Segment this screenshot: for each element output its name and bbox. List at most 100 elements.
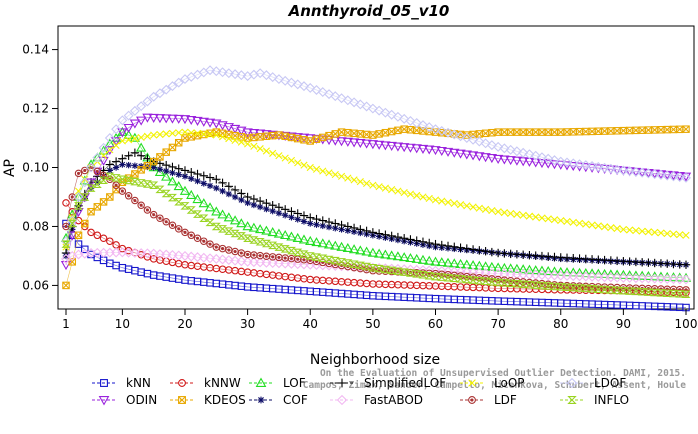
- data-point: [230, 69, 241, 80]
- data-point: [199, 214, 209, 222]
- data-point: [600, 223, 609, 231]
- data-point: [536, 265, 548, 275]
- data-point: [136, 248, 147, 259]
- data-point: [188, 175, 195, 182]
- data-point: [480, 153, 491, 163]
- data-point: [236, 218, 247, 228]
- data-point: [386, 141, 397, 151]
- data-point: [668, 289, 679, 298]
- data-point: [618, 165, 629, 176]
- data-point: [624, 270, 635, 280]
- data-point: [399, 143, 410, 153]
- data-point: [431, 239, 440, 249]
- data-point: [348, 138, 360, 148]
- data-point: [292, 259, 303, 270]
- data-point: [386, 109, 397, 120]
- data-point: [230, 255, 241, 266]
- data-point: [417, 254, 429, 264]
- data-point: [223, 68, 234, 79]
- data-point: [549, 160, 560, 170]
- data-point: [255, 196, 265, 206]
- data-point: [455, 149, 466, 159]
- data-point: [124, 192, 133, 200]
- legend-label: KDEOS: [204, 393, 246, 407]
- data-point: [118, 137, 126, 145]
- data-point: [399, 252, 410, 262]
- data-point: [373, 140, 385, 150]
- legend-marker: [178, 379, 186, 387]
- data-point: [605, 269, 616, 279]
- data-point: [319, 167, 327, 175]
- data-point: [287, 207, 296, 216]
- data-point: [618, 272, 629, 283]
- data-point: [462, 244, 472, 253]
- data-point: [544, 215, 552, 223]
- data-point: [175, 171, 182, 178]
- data-point: [324, 217, 334, 227]
- data-point: [394, 126, 402, 135]
- data-point: [406, 190, 415, 198]
- data-point: [117, 115, 128, 126]
- data-point: [380, 249, 391, 259]
- data-point: [205, 65, 216, 76]
- legend-marker: [336, 394, 348, 406]
- data-point: [356, 225, 365, 234]
- data-point: [375, 130, 383, 138]
- data-point: [74, 231, 83, 240]
- data-point: [143, 206, 152, 214]
- data-point: [311, 134, 322, 144]
- data-point: [524, 264, 535, 274]
- data-point: [323, 136, 335, 146]
- data-point: [73, 202, 84, 210]
- data-point: [110, 137, 122, 147]
- chart-title: Annthyroid_05_v10: [288, 2, 450, 20]
- data-point: [493, 278, 503, 287]
- data-point: [162, 130, 170, 138]
- legend-marker: [566, 377, 578, 389]
- data-point: [162, 160, 171, 170]
- data-point: [348, 244, 360, 254]
- data-point: [154, 114, 166, 124]
- data-point: [361, 246, 372, 256]
- data-point: [456, 275, 466, 283]
- series-layer: [60, 65, 692, 312]
- data-point: [167, 250, 178, 260]
- data-point: [68, 193, 77, 201]
- data-point: [79, 177, 90, 188]
- data-point: [668, 274, 679, 285]
- data-point: [524, 280, 534, 289]
- data-point: [306, 163, 314, 172]
- legend-item-ODIN: ODIN: [92, 393, 157, 407]
- data-point: [681, 290, 691, 299]
- x-tick-label: 90: [616, 317, 631, 331]
- data-point: [213, 184, 220, 192]
- data-point: [369, 181, 377, 189]
- data-point: [274, 203, 284, 212]
- data-point: [280, 205, 290, 214]
- axes-layer: 1 10 20 30 40 50 60 70 80 90 100 0.06 0.08 0.10 0.12 0.…: [22, 43, 697, 331]
- data-point: [179, 185, 191, 195]
- data-point: [67, 231, 78, 241]
- data-point: [668, 171, 679, 182]
- legend-marker: [468, 396, 476, 404]
- x-tick-label: 80: [553, 317, 568, 331]
- data-point: [299, 250, 309, 258]
- data-point: [194, 177, 201, 185]
- data-point: [374, 264, 384, 273]
- data-point: [388, 186, 396, 194]
- data-point: [149, 210, 158, 219]
- legend-marker: [257, 396, 265, 404]
- data-point: [543, 265, 554, 276]
- data-point: [536, 152, 547, 163]
- data-point: [206, 182, 214, 189]
- data-point: [318, 254, 328, 263]
- data-point: [524, 149, 535, 160]
- series-line: [65, 117, 687, 265]
- data-point: [450, 242, 459, 251]
- data-point: [475, 204, 483, 212]
- data-point: [255, 257, 266, 268]
- data-point: [337, 172, 346, 180]
- data-point: [392, 142, 404, 152]
- legend-item-LDOF: LDOF: [560, 376, 626, 390]
- legend-item-LDF: LDF: [460, 393, 517, 407]
